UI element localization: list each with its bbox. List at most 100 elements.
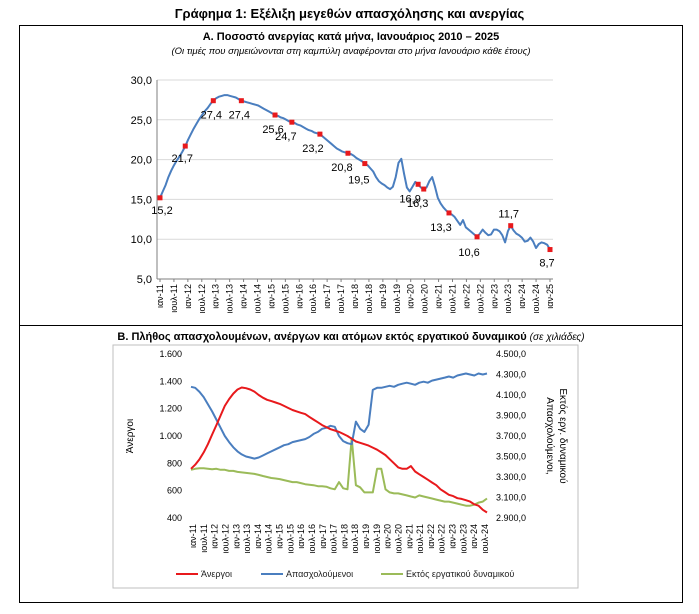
x-tick-label: ιουλ-14 — [253, 284, 263, 313]
x-tick-label: ιαν-13 — [211, 284, 221, 309]
y-left-tick-label: 800 — [167, 458, 182, 468]
x-tick-label: ιουλ-24 — [531, 284, 541, 313]
x-tick-label: ιαν-11 — [155, 284, 165, 308]
x-tick-label: ιαν-13 — [231, 524, 241, 549]
x-tick-label: ιουλ-16 — [307, 524, 317, 553]
series-line-unemployed — [190, 386, 488, 514]
x-tick-label: ιαν-17 — [318, 524, 328, 549]
x-tick-label: ιουλ-15 — [285, 524, 295, 553]
legend-label: Άνεργοι — [201, 569, 232, 579]
series-line-inactive — [190, 437, 488, 507]
x-tick-label: ιαν-22 — [461, 284, 471, 309]
section-b-title: Β. Πλήθος απασχολουμένων, ανέργων και ατ… — [117, 331, 527, 343]
data-point-marker — [421, 186, 427, 192]
figure-frame — [19, 25, 683, 603]
y-right-tick-label: 4.300,0 — [496, 370, 526, 380]
data-point-marker — [289, 119, 295, 125]
y-left-tick-label: 1.000 — [159, 431, 182, 441]
data-point-marker — [446, 210, 452, 216]
x-tick-label: ιουλ-11 — [199, 524, 209, 553]
legend-label: Απασχολούμενοι — [286, 569, 353, 579]
x-tick-label: ιουλ-15 — [280, 284, 290, 313]
series-line-employed — [190, 372, 488, 460]
section-a-subtitle: (Οι τιμές που σημειώνονται στη καμπύλη α… — [171, 46, 531, 57]
y-left-tick-label: 1.200 — [159, 404, 182, 414]
data-label: 16,9 — [399, 193, 420, 205]
x-tick-label: ιαν-19 — [361, 524, 371, 549]
section-b-title-row: Β. Πλήθος απασχολουμένων, ανέργων και ατ… — [19, 331, 683, 343]
data-point-marker — [547, 247, 553, 253]
x-tick-label: ιαν-19 — [378, 284, 388, 309]
x-tick-label: ιουλ-18 — [350, 524, 360, 553]
data-point-marker — [317, 131, 323, 137]
y-tick-label: 15,0 — [131, 194, 152, 206]
x-tick-label: ιουλ-23 — [503, 284, 513, 313]
x-tick-label: ιουλ-12 — [197, 284, 207, 313]
x-tick-label: ιουλ-17 — [336, 284, 346, 313]
data-point-marker — [508, 223, 514, 229]
legend-label: Εκτός εργατικού δυναμικού — [406, 569, 514, 579]
x-tick-label: ιουλ-20 — [420, 284, 430, 313]
x-tick-label: ιαν-17 — [322, 284, 332, 309]
x-tick-label: ιαν-22 — [426, 524, 436, 549]
data-label: 23,2 — [302, 143, 323, 155]
y-tick-label: 20,0 — [131, 155, 152, 167]
y-right-tick-label: 3.500,0 — [496, 452, 526, 462]
chart-b-border — [112, 344, 579, 589]
x-tick-label: ιαν-21 — [404, 524, 414, 549]
section-divider — [19, 325, 683, 326]
x-tick-label: ιουλ-24 — [480, 524, 490, 553]
x-tick-label: ιουλ-22 — [475, 284, 485, 313]
data-label: 8,7 — [539, 258, 554, 270]
data-point-marker — [157, 195, 163, 201]
data-label: 11,7 — [498, 209, 519, 221]
x-tick-label: ιαν-16 — [294, 284, 304, 309]
data-point-marker — [362, 161, 368, 167]
x-tick-label: ιουλ-17 — [329, 524, 339, 553]
data-point-marker — [415, 181, 421, 187]
x-tick-label: ιαν-12 — [210, 524, 220, 549]
x-tick-label: ιαν-18 — [350, 284, 360, 309]
section-b-note: (σε χιλιάδες) — [529, 332, 585, 343]
x-tick-label: ιουλ-19 — [392, 284, 402, 313]
x-tick-label: ιαν-20 — [383, 524, 393, 549]
y-left-tick-label: 1.600 — [159, 349, 182, 359]
x-tick-label: ιαν-14 — [253, 524, 263, 549]
data-label: 10,6 — [458, 247, 479, 259]
series-line-unemployment-rate — [159, 94, 551, 251]
x-tick-label: ιουλ-18 — [364, 284, 374, 313]
x-tick-label: ιαν-15 — [275, 524, 285, 549]
x-tick-label: ιαν-18 — [339, 524, 349, 549]
data-label: 15,2 — [151, 205, 172, 217]
x-tick-label: ιουλ-23 — [458, 524, 468, 553]
x-tick-label: ιουλ-21 — [448, 284, 458, 313]
data-label: 16,3 — [407, 198, 428, 210]
x-tick-label: ιουλ-22 — [437, 524, 447, 553]
data-point-marker — [345, 150, 351, 156]
y-tick-label: 30,0 — [131, 75, 152, 87]
x-tick-label: ιαν-16 — [296, 524, 306, 549]
x-tick-label: ιουλ-12 — [220, 524, 230, 553]
x-tick-label: ιουλ-13 — [242, 524, 252, 553]
data-label: 24,7 — [275, 131, 296, 143]
x-tick-label: ιαν-23 — [489, 284, 499, 309]
data-point-marker — [238, 98, 244, 104]
x-tick-label: ιουλ-13 — [225, 284, 235, 313]
y-right-tick-label: 3.900,0 — [496, 411, 526, 421]
page-title: Γράφημα 1: Εξέλιξη μεγεθών απασχόλησης κ… — [174, 6, 525, 21]
y-right-tick-label: 4.500,0 — [496, 349, 526, 359]
data-label: 13,3 — [430, 222, 451, 234]
x-tick-label: ιαν-21 — [434, 284, 444, 309]
y-left-axis-label: Άνεργοι — [125, 419, 136, 453]
data-point-marker — [272, 112, 278, 118]
y-left-tick-label: 400 — [167, 513, 182, 523]
data-point-marker — [474, 234, 480, 240]
y-right-tick-label: 4.100,0 — [496, 390, 526, 400]
y-right-tick-label: 2.900,0 — [496, 513, 526, 523]
x-tick-label: ιουλ-14 — [264, 524, 274, 553]
data-point-marker — [210, 98, 216, 104]
y-tick-label: 10,0 — [131, 234, 152, 246]
data-label: 21,7 — [172, 153, 193, 165]
